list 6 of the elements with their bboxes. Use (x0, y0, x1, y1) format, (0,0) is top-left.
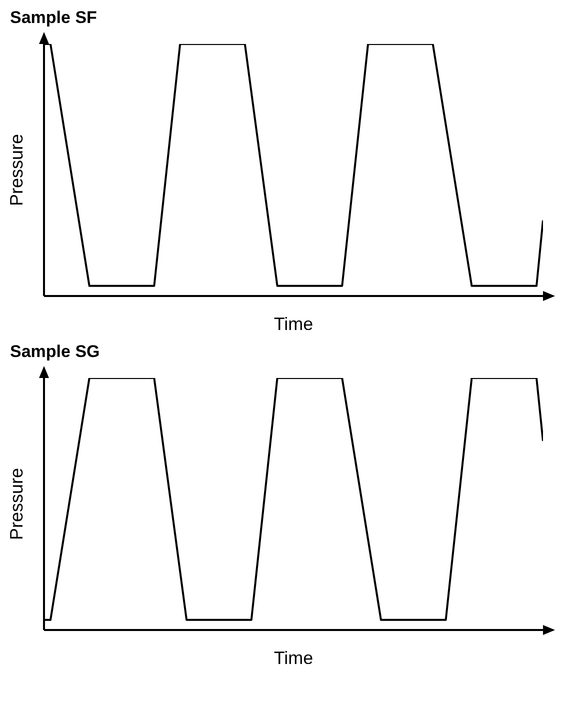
x-axis-title: Time (274, 648, 314, 668)
y-axis-title: Pressure (6, 468, 26, 540)
chart-title: Sample SG (10, 342, 101, 363)
y-axis-title: Pressure (6, 134, 26, 206)
x-axis-title: Time (274, 314, 314, 334)
chart-title: Sample SF (10, 8, 98, 29)
